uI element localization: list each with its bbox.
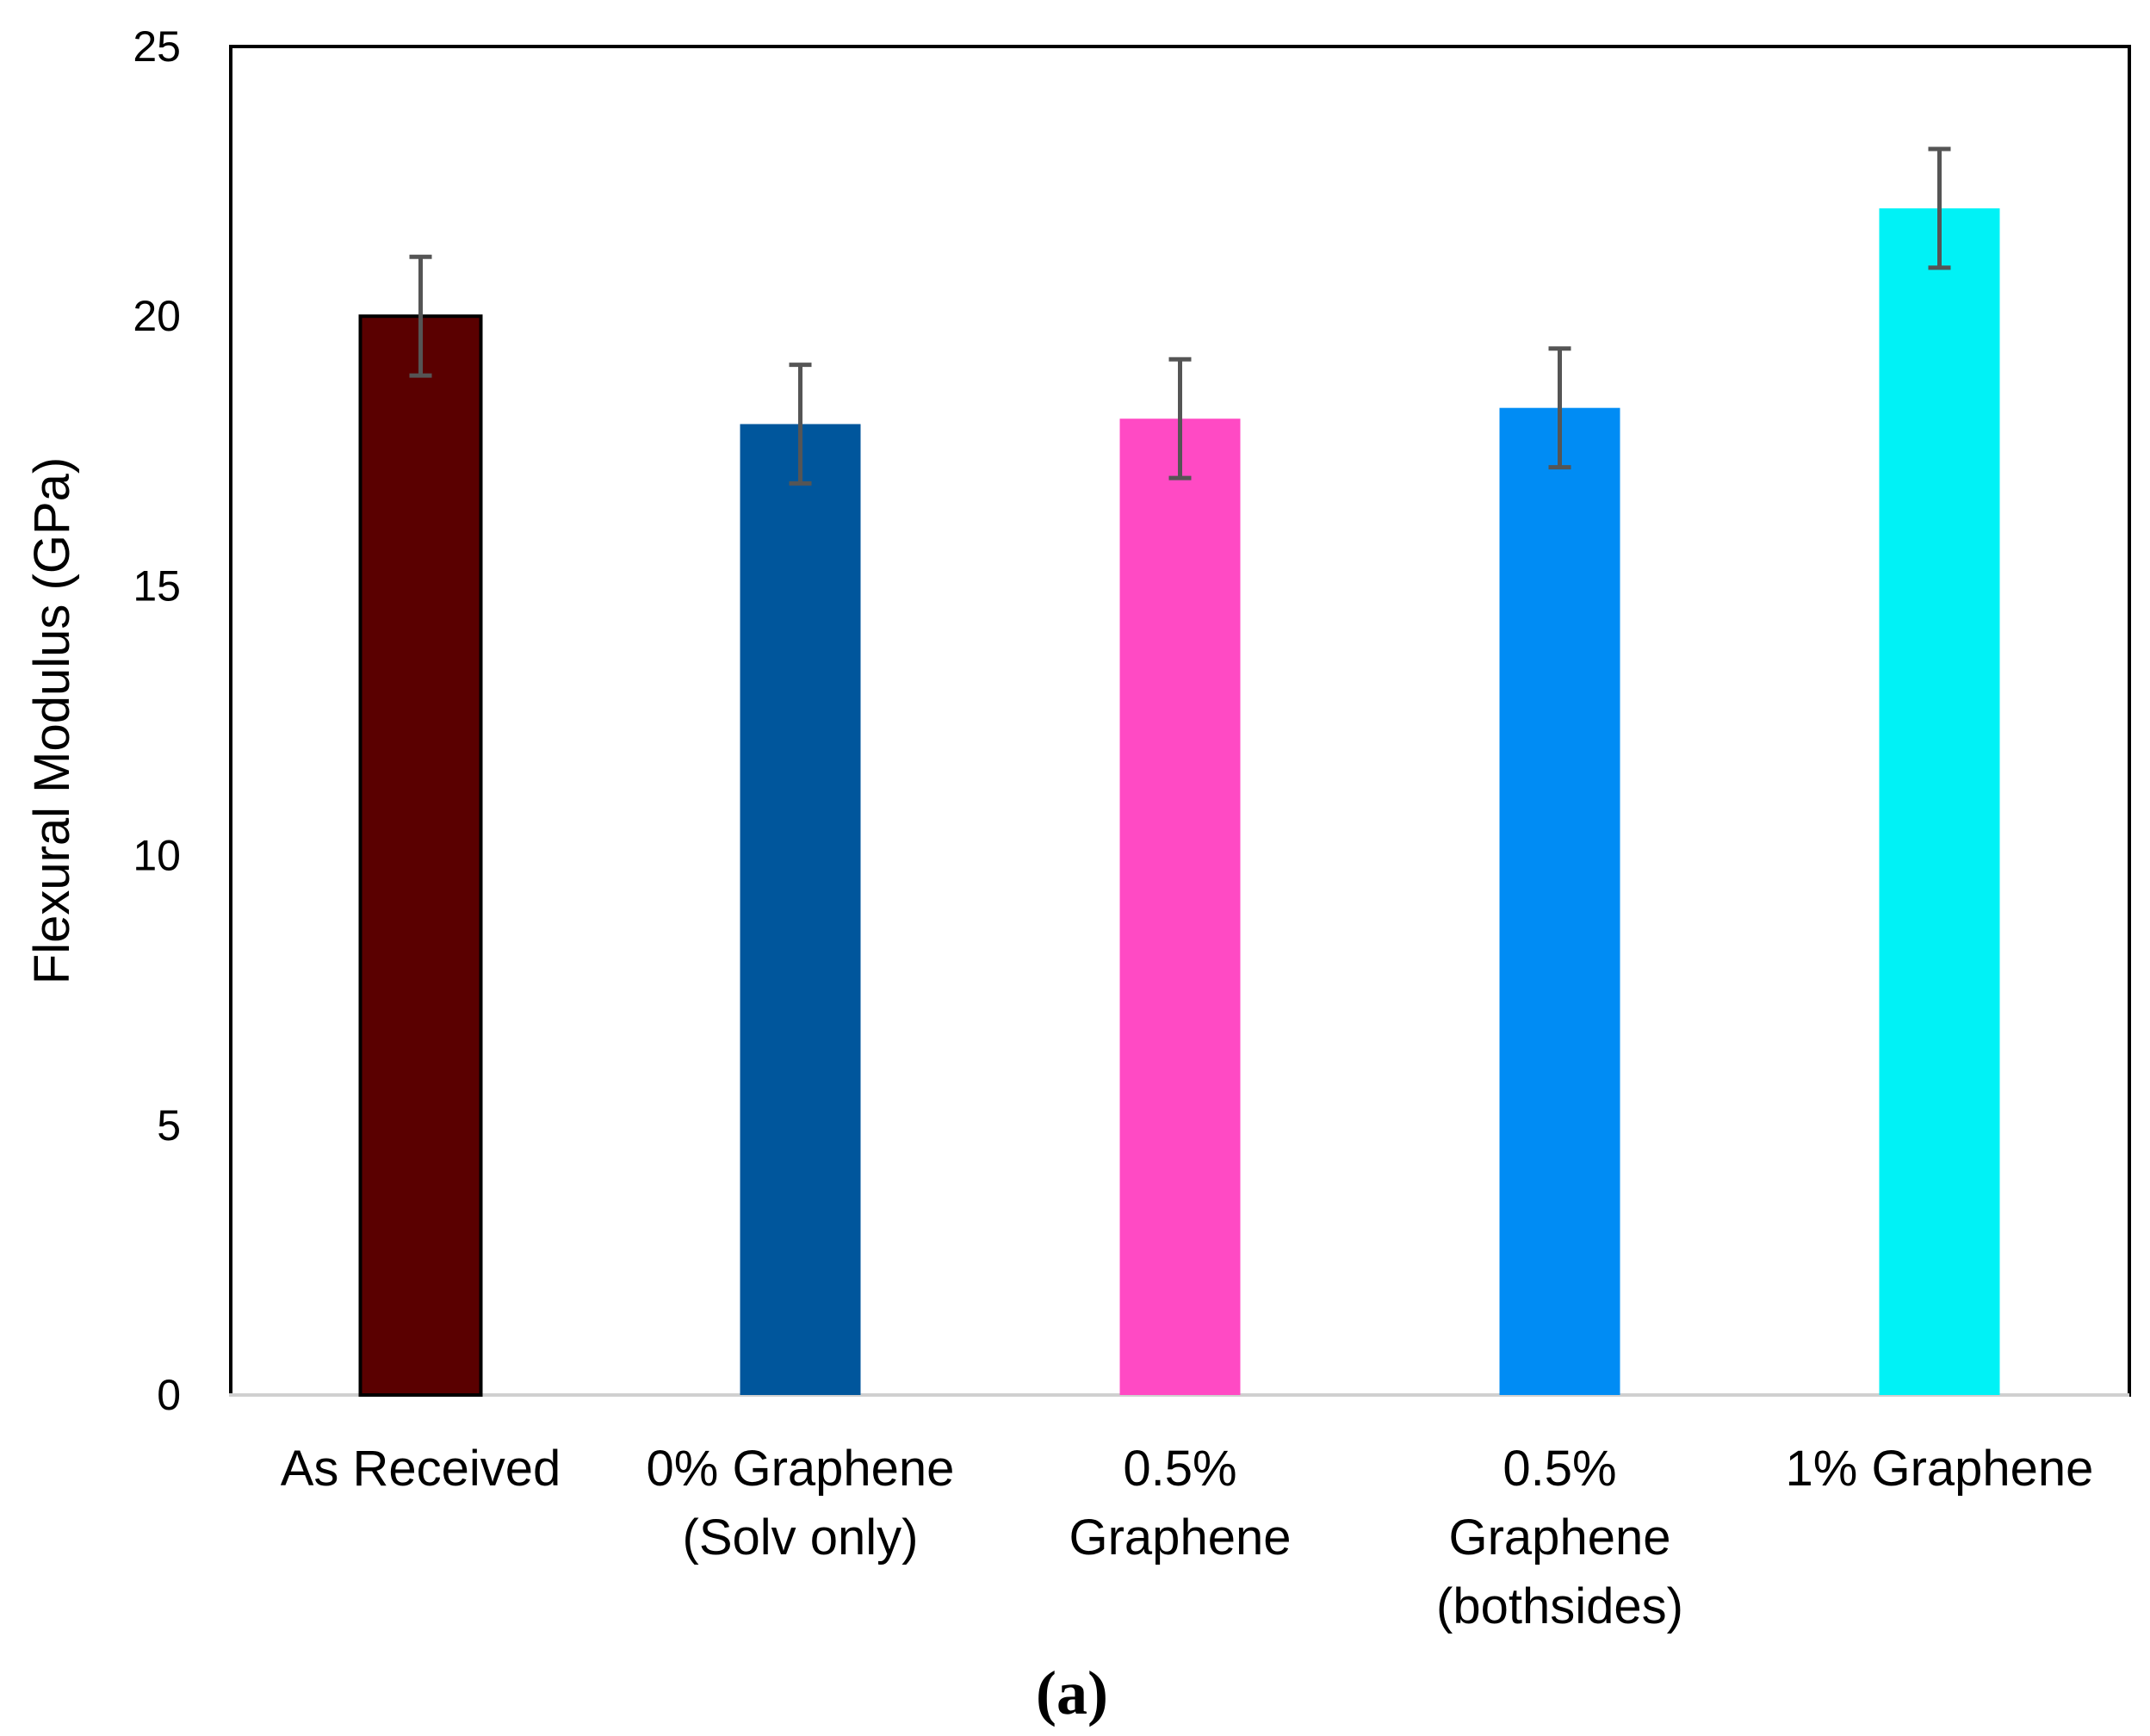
bar [1499, 407, 1620, 1395]
y-tick-label: 20 [133, 292, 181, 340]
bar-series [358, 208, 2000, 1398]
x-category-label: 0% Graphene (Solv only) [647, 1441, 955, 1566]
category-labels: As Received 0% Graphene (Solv only) 0.5% Gra… [281, 1441, 2094, 1634]
y-tick-label: 15 [133, 561, 181, 610]
y-axis-ticks: 0 5 10 15 20 25 [133, 22, 181, 1419]
x-category-label: As Received [281, 1441, 561, 1497]
bar [740, 424, 861, 1396]
y-tick-label: 5 [157, 1101, 181, 1150]
bar [358, 314, 483, 1398]
y-tick-label: 0 [157, 1371, 181, 1419]
y-axis-title: Flexural Modulus (GPa) [24, 457, 80, 984]
x-category-label: 0.5% Graphene (bothsides) [1436, 1441, 1683, 1634]
y-tick-label: 10 [133, 832, 181, 880]
error-bars [409, 146, 1951, 486]
bar [1119, 418, 1241, 1395]
bar [1879, 208, 2000, 1395]
y-tick-label: 25 [133, 22, 181, 71]
panel-label: (a) [1036, 1658, 1108, 1727]
x-category-label: 0.5% Graphene [1069, 1441, 1292, 1566]
x-category-label: 1% Graphene [1786, 1441, 2094, 1497]
